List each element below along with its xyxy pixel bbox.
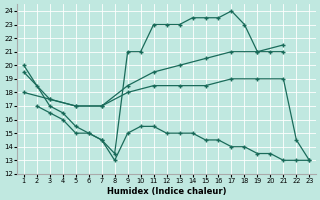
X-axis label: Humidex (Indice chaleur): Humidex (Indice chaleur) <box>107 187 226 196</box>
